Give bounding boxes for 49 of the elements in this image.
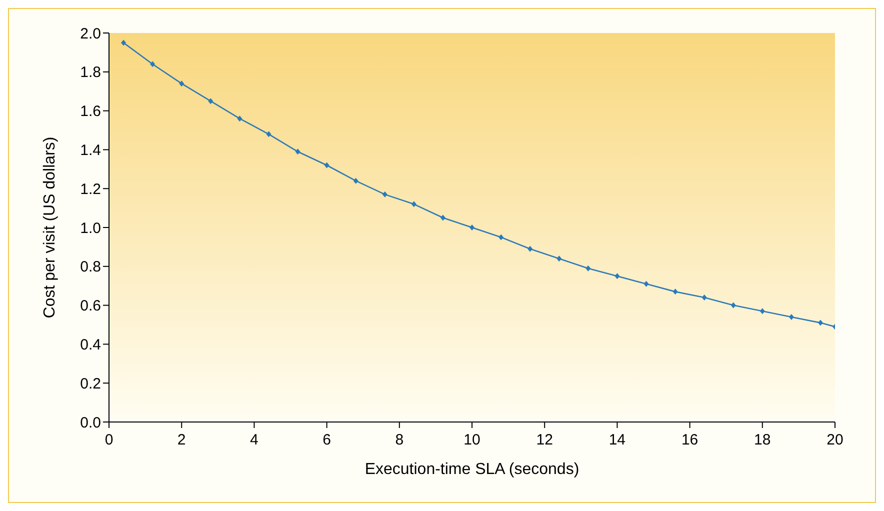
point [470,224,474,230]
point [150,61,156,68]
y-tick-label: 1.6 [80,103,101,120]
x-tick-label: 4 [250,432,258,449]
point [498,234,504,240]
point [179,80,184,87]
x-axis-title: Execution-time SLA (seconds) [364,461,580,478]
point [528,246,533,252]
x-tick-label: 14 [608,432,626,449]
point [237,116,242,122]
point [702,294,707,301]
x-tick-label: 8 [395,432,404,449]
y-tick-label: 0.8 [80,258,101,276]
point [295,148,300,155]
point [614,273,620,280]
x-tick-label: 18 [754,432,771,449]
y-tick-label: 0.0 [80,414,101,432]
point [556,256,562,262]
x-tick-label: 12 [536,432,553,449]
x-tick-label: 16 [681,432,698,449]
y-tick-label: 1.0 [80,220,101,237]
point [411,201,416,208]
point [788,314,794,320]
point [121,40,126,46]
point [672,288,678,295]
y-tick-label: 1.4 [80,142,101,160]
point [586,265,591,272]
y-tick-label: 2.0 [80,25,101,42]
x-tick-label: 2 [177,432,186,449]
point [208,98,214,104]
point [760,308,765,314]
x-tick-label: 6 [322,432,331,449]
y-tick-label: 1.8 [80,64,101,82]
point [818,320,823,326]
point [266,131,272,138]
y-tick-label: 1.2 [80,180,101,198]
x-tick-label: 20 [826,432,844,449]
point [644,280,649,287]
y-tick-label: 0.6 [80,298,101,315]
y-tick-label: 0.2 [80,375,101,392]
y-tick-label: 0.4 [80,336,101,354]
x-tick-label: 0 [104,432,114,449]
point [353,178,358,184]
point [324,162,330,168]
y-axis-title: Cost per visit (US dollars) [42,136,59,318]
point [382,191,388,198]
point [730,302,736,308]
x-tick-label: 10 [464,432,480,449]
point [440,214,446,221]
